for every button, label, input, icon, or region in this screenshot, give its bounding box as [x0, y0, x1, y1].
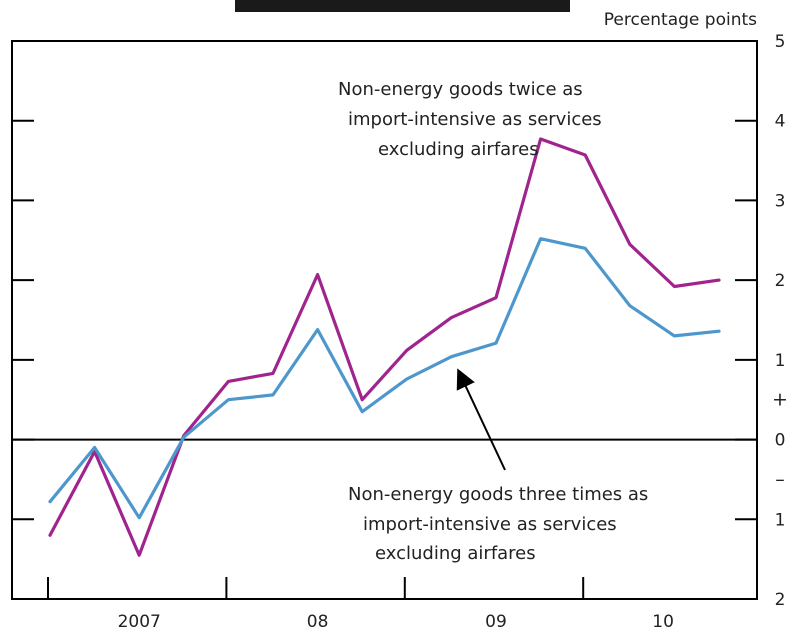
annotation-arrow [456, 368, 506, 471]
series-lines [48, 137, 721, 557]
y-tick-label: 1 [775, 351, 786, 371]
x-tick-label: 2007 [118, 612, 161, 632]
series-line-twice [48, 137, 721, 557]
series-line-three-times [48, 237, 721, 520]
series-label-twice-line: import-intensive as services [348, 109, 602, 130]
y-axis-labels: 5 4 3 2 1 0 1 2 + – [772, 32, 787, 610]
series-label-three-times: Non-energy goods three times as import-i… [348, 484, 654, 564]
series-label-twice-line: excluding airfares [378, 139, 539, 160]
series-label-three-times-line: import-intensive as services [363, 514, 617, 535]
unit-label: Percentage points [604, 10, 757, 30]
y-tick-label: 0 [775, 431, 786, 451]
y-tick-label: 5 [775, 32, 786, 52]
series-label-three-times-line: excluding airfares [375, 543, 536, 564]
y-tick-label: 2 [775, 271, 786, 291]
y-sign-positive: + [772, 389, 787, 411]
x-axis-labels: 2007 08 09 10 [118, 612, 674, 632]
x-tick-label: 08 [307, 612, 329, 632]
series-label-three-times-line: Non-energy goods three times as [348, 484, 648, 505]
x-tick-label: 09 [485, 612, 507, 632]
series-label-twice-line: Non-energy goods twice as [338, 79, 583, 100]
x-tick-label: 10 [652, 612, 674, 632]
plot-frame [11, 40, 758, 600]
y-sign-negative: – [775, 468, 785, 490]
y-tick-label: 2 [775, 590, 786, 610]
series-label-twice: Non-energy goods twice as import-intensi… [338, 79, 607, 160]
y-axis-ticks [12, 119, 757, 521]
y-tick-label: 3 [775, 191, 786, 211]
y-tick-label: 1 [775, 510, 786, 530]
x-axis-ticks [47, 577, 585, 599]
title-cropped-fragment [235, 0, 570, 12]
y-tick-label: 4 [775, 112, 786, 132]
